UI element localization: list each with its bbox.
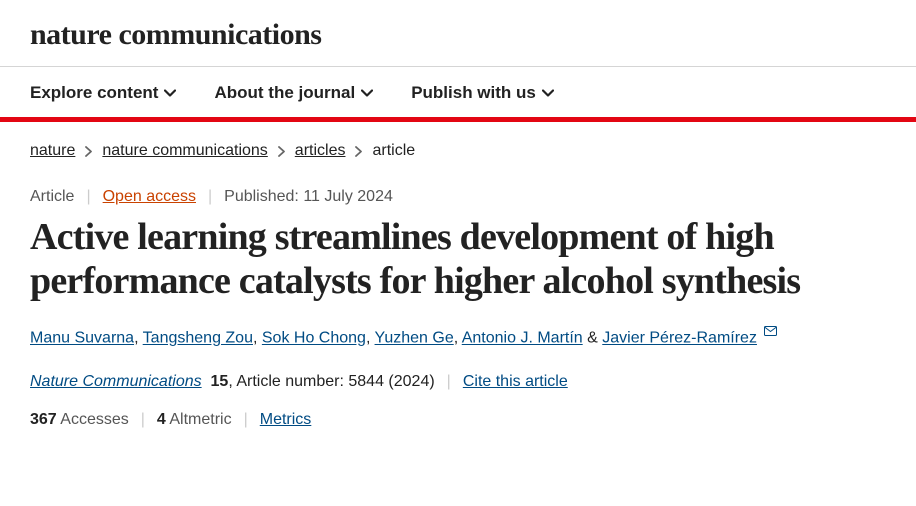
main-nav: Explore content About the journal Publis…	[0, 66, 916, 117]
article-number-label: Article number:	[236, 373, 344, 390]
author-link[interactable]: Tangsheng Zou	[143, 330, 253, 347]
nav-label: Explore content	[30, 83, 158, 103]
divider: |	[208, 188, 212, 206]
author-link[interactable]: Yuzhen Ge	[375, 330, 454, 347]
divider: |	[244, 411, 248, 429]
nav-explore-content[interactable]: Explore content	[30, 83, 176, 103]
metrics-link[interactable]: Metrics	[260, 411, 312, 429]
cite-article-link[interactable]: Cite this article	[463, 373, 568, 391]
volume: 15	[211, 373, 229, 390]
journal-link[interactable]: Nature Communications	[30, 373, 202, 390]
author-link[interactable]: Manu Suvarna	[30, 330, 134, 347]
article-title: Active learning streamlines development …	[0, 206, 916, 303]
journal-title: nature communications	[0, 0, 916, 66]
citation-info: Nature Communications 15, Article number…	[0, 351, 916, 391]
article-meta: Article | Open access | Published: 11 Ju…	[0, 160, 916, 206]
chevron-right-icon	[85, 146, 92, 157]
accesses-count: 367	[30, 411, 57, 428]
breadcrumb-link[interactable]: nature communications	[102, 142, 267, 160]
breadcrumb: nature nature communications articles ar…	[0, 122, 916, 160]
chevron-right-icon	[278, 146, 285, 157]
open-access-link[interactable]: Open access	[103, 188, 196, 206]
altmetric-label: Altmetric	[169, 411, 231, 428]
article-number: 5844	[348, 373, 384, 390]
altmetric-count: 4	[157, 411, 166, 428]
breadcrumb-link[interactable]: nature	[30, 142, 75, 160]
breadcrumb-current: article	[372, 142, 415, 160]
divider: |	[141, 411, 145, 429]
chevron-down-icon	[361, 89, 373, 97]
envelope-icon[interactable]	[764, 323, 777, 342]
divider: |	[86, 188, 90, 206]
chevron-down-icon	[542, 89, 554, 97]
nav-label: About the journal	[214, 83, 355, 103]
authors-list: Manu Suvarna, Tangsheng Zou, Sok Ho Chon…	[0, 303, 916, 351]
divider: |	[447, 373, 451, 391]
breadcrumb-link[interactable]: articles	[295, 142, 346, 160]
chevron-down-icon	[164, 89, 176, 97]
article-type: Article	[30, 188, 74, 206]
nav-label: Publish with us	[411, 83, 536, 103]
author-link[interactable]: Sok Ho Chong	[262, 330, 366, 347]
chevron-right-icon	[355, 146, 362, 157]
nav-about-journal[interactable]: About the journal	[214, 83, 373, 103]
author-link[interactable]: Javier Pérez-Ramírez	[602, 330, 757, 347]
metrics-row: 367 Accesses | 4 Altmetric | Metrics	[0, 391, 916, 439]
published-date: Published: 11 July 2024	[224, 188, 393, 206]
author-link[interactable]: Antonio J. Martín	[462, 330, 583, 347]
accesses-label: Accesses	[60, 411, 128, 428]
year: (2024)	[388, 373, 434, 390]
nav-publish-with-us[interactable]: Publish with us	[411, 83, 554, 103]
